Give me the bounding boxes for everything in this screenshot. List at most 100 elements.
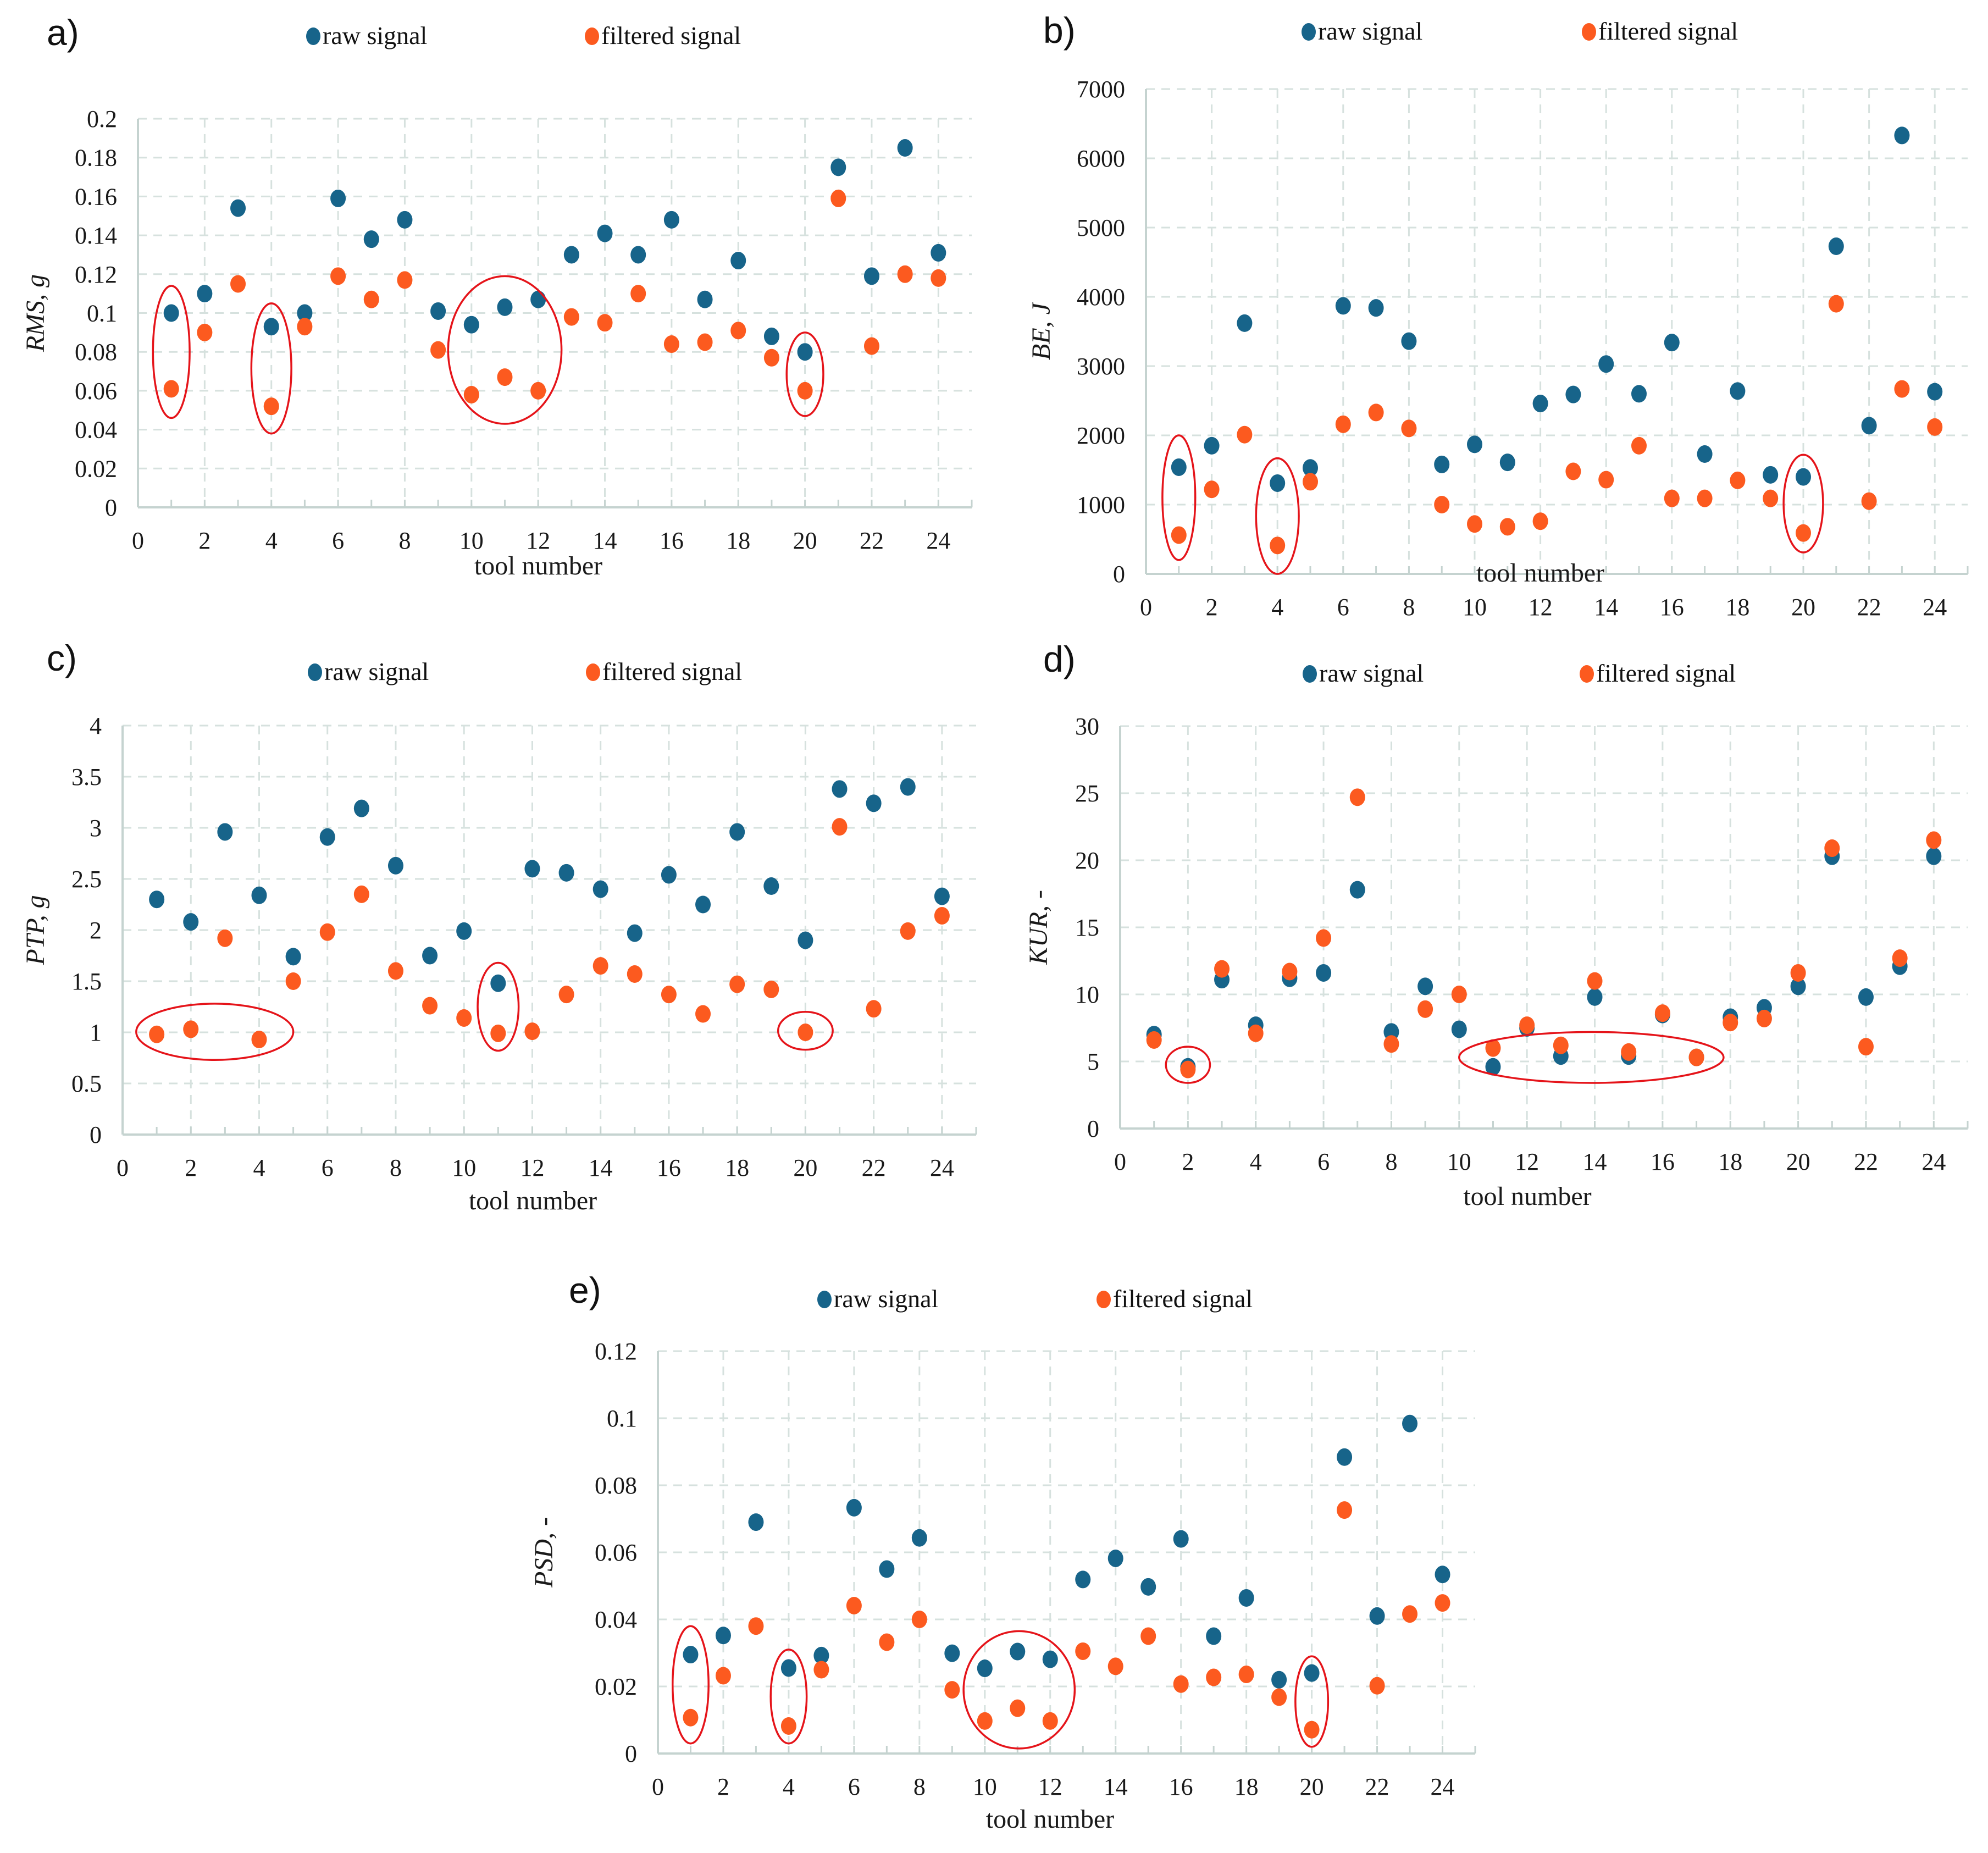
series-filtered xyxy=(149,818,950,1049)
highlight-ellipse xyxy=(1165,1046,1211,1084)
data-point-raw xyxy=(780,1659,796,1677)
legend-item-filtered: filtered signal xyxy=(1582,17,1738,45)
data-point-raw xyxy=(530,290,546,308)
y-tick-label: 0.16 xyxy=(75,183,117,210)
data-point-raw xyxy=(1237,314,1253,332)
y-tick-label: 3.5 xyxy=(71,764,102,790)
data-point-raw xyxy=(1075,1570,1091,1589)
data-point-raw xyxy=(897,139,913,157)
y-tick-label: 0.04 xyxy=(595,1606,637,1633)
data-point-filtered xyxy=(1304,1721,1320,1739)
legend-marker-raw xyxy=(308,663,322,681)
y-tick-label: 0.14 xyxy=(75,222,117,249)
data-point-filtered xyxy=(1519,1016,1535,1035)
x-tick-label: 8 xyxy=(1385,1148,1397,1175)
y-tick-label: 0 xyxy=(1087,1115,1099,1142)
legend-marker-filtered xyxy=(1580,665,1594,683)
x-tick-label: 22 xyxy=(862,1154,886,1181)
y-tick-label: 0.08 xyxy=(75,339,117,366)
data-point-filtered xyxy=(1824,839,1840,858)
legend-label-filtered: filtered signal xyxy=(601,21,741,49)
y-axis-title: PSD, - xyxy=(529,1517,558,1588)
data-point-raw xyxy=(297,304,313,322)
y-tick-label: 0.04 xyxy=(75,417,117,444)
data-point-raw xyxy=(1434,455,1450,473)
x-tick-label: 6 xyxy=(332,527,344,554)
data-point-filtered xyxy=(149,1025,165,1043)
data-point-filtered xyxy=(977,1712,993,1730)
data-point-filtered xyxy=(931,269,946,287)
data-point-raw xyxy=(490,974,506,992)
legend-item-raw: raw signal xyxy=(306,21,427,49)
data-point-filtered xyxy=(1553,1036,1569,1054)
x-axis-title: tool number xyxy=(1463,1182,1591,1211)
y-tick-label: 3 xyxy=(90,815,102,842)
data-point-raw xyxy=(863,267,879,285)
series-filtered xyxy=(1146,788,1942,1078)
x-tick-label: 2 xyxy=(717,1773,729,1800)
x-tick-label: 14 xyxy=(1583,1148,1607,1175)
data-point-raw xyxy=(353,799,369,817)
y-tick-label: 0 xyxy=(625,1740,637,1767)
data-point-filtered xyxy=(1383,1035,1399,1053)
data-point-filtered xyxy=(422,997,438,1015)
y-tick-label: 0.02 xyxy=(595,1673,637,1700)
data-point-filtered xyxy=(1316,929,1332,947)
x-tick-label: 14 xyxy=(593,527,617,554)
data-point-filtered xyxy=(630,285,646,303)
data-point-raw xyxy=(763,327,779,345)
data-point-filtered xyxy=(863,337,879,355)
data-point-filtered xyxy=(1369,1677,1385,1695)
x-tick-label: 8 xyxy=(390,1154,402,1181)
data-point-filtered xyxy=(1303,473,1318,491)
legend-item-raw: raw signal xyxy=(817,1285,938,1313)
data-point-raw xyxy=(1369,1607,1385,1625)
x-tick-label: 22 xyxy=(860,527,884,554)
x-tick-label: 6 xyxy=(1337,594,1349,621)
x-tick-label: 12 xyxy=(1529,594,1553,621)
data-point-filtered xyxy=(1499,518,1515,536)
data-point-raw xyxy=(748,1513,764,1531)
data-point-filtered xyxy=(1042,1712,1058,1730)
x-tick-label: 18 xyxy=(726,527,750,554)
data-point-filtered xyxy=(1697,489,1713,507)
x-axis-title: tool number xyxy=(1476,558,1604,588)
legend-label-raw: raw signal xyxy=(323,21,427,49)
x-tick-label: 0 xyxy=(132,527,144,554)
data-point-filtered xyxy=(1861,492,1877,510)
y-tick-label: 25 xyxy=(1075,780,1099,807)
data-point-filtered xyxy=(1434,496,1450,513)
x-tick-label: 16 xyxy=(660,527,684,554)
data-point-raw xyxy=(1349,881,1365,899)
data-point-filtered xyxy=(1927,418,1943,436)
x-tick-label: 10 xyxy=(973,1773,997,1800)
data-point-filtered xyxy=(1146,1031,1162,1049)
legend-item-raw: raw signal xyxy=(1302,17,1422,45)
data-point-raw xyxy=(944,1644,960,1662)
x-tick-label: 20 xyxy=(793,1154,817,1181)
data-point-filtered xyxy=(1435,1594,1450,1612)
data-point-filtered xyxy=(1214,960,1230,978)
y-tick-label: 30 xyxy=(1075,713,1099,740)
x-tick-label: 8 xyxy=(913,1773,926,1800)
x-tick-label: 0 xyxy=(652,1773,664,1800)
x-tick-label: 14 xyxy=(1104,1773,1128,1800)
data-point-filtered xyxy=(1688,1048,1704,1066)
panel-label: e) xyxy=(569,1270,601,1310)
highlight-ellipse xyxy=(962,1630,1076,1750)
data-point-raw xyxy=(1173,1530,1189,1548)
data-point-filtered xyxy=(1451,986,1467,1003)
data-point-raw xyxy=(1730,382,1746,400)
data-point-filtered xyxy=(1565,462,1581,480)
data-point-raw xyxy=(1467,435,1482,453)
data-point-filtered xyxy=(1730,471,1746,489)
x-tick-label: 12 xyxy=(520,1154,544,1181)
y-tick-label: 20 xyxy=(1075,847,1099,874)
data-point-filtered xyxy=(911,1611,927,1628)
data-point-filtered xyxy=(1282,963,1298,981)
data-point-filtered xyxy=(763,980,779,998)
data-point-filtered xyxy=(1790,964,1806,982)
data-point-filtered xyxy=(456,1009,472,1027)
data-point-filtered xyxy=(729,975,745,993)
y-tick-label: 2 xyxy=(90,917,102,944)
